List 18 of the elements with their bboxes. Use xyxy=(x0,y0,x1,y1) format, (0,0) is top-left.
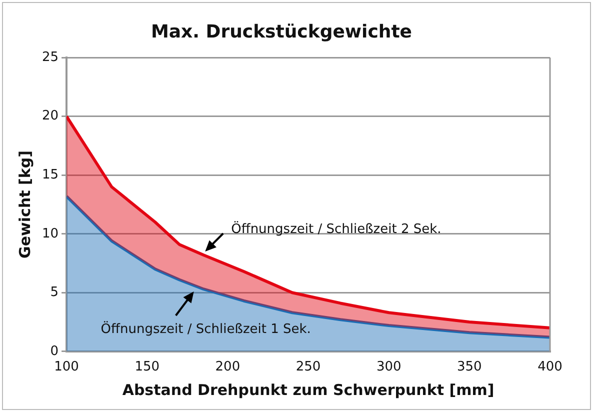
x-tick-label: 100 xyxy=(54,360,79,375)
x-axis-title: Abstand Drehpunkt zum Schwerpunkt [mm] xyxy=(122,380,494,399)
x-tick-label: 300 xyxy=(376,360,402,375)
x-tick-label: 200 xyxy=(215,360,240,375)
annotation: Öffnungszeit / Schließzeit 1 Sek. xyxy=(100,320,311,337)
chart-title: Max. Druckstückgewichte xyxy=(150,21,412,42)
x-tick-label: 150 xyxy=(134,360,160,375)
y-axis-title: Gewicht [kg] xyxy=(16,150,34,258)
x-tick-label: 400 xyxy=(538,360,562,375)
x-tick-label: 250 xyxy=(296,360,321,375)
y-tick-label: 25 xyxy=(42,50,59,65)
annotation: Öffnungszeit / Schließzeit 2 Sek. xyxy=(231,220,442,237)
y-tick-label: 0 xyxy=(50,344,59,359)
y-tick-label: 15 xyxy=(42,167,59,182)
x-tick-label: 350 xyxy=(457,360,482,375)
y-tick-label: 20 xyxy=(42,108,59,124)
y-tick-label: 5 xyxy=(50,285,59,300)
y-tick-label: 10 xyxy=(42,226,59,242)
